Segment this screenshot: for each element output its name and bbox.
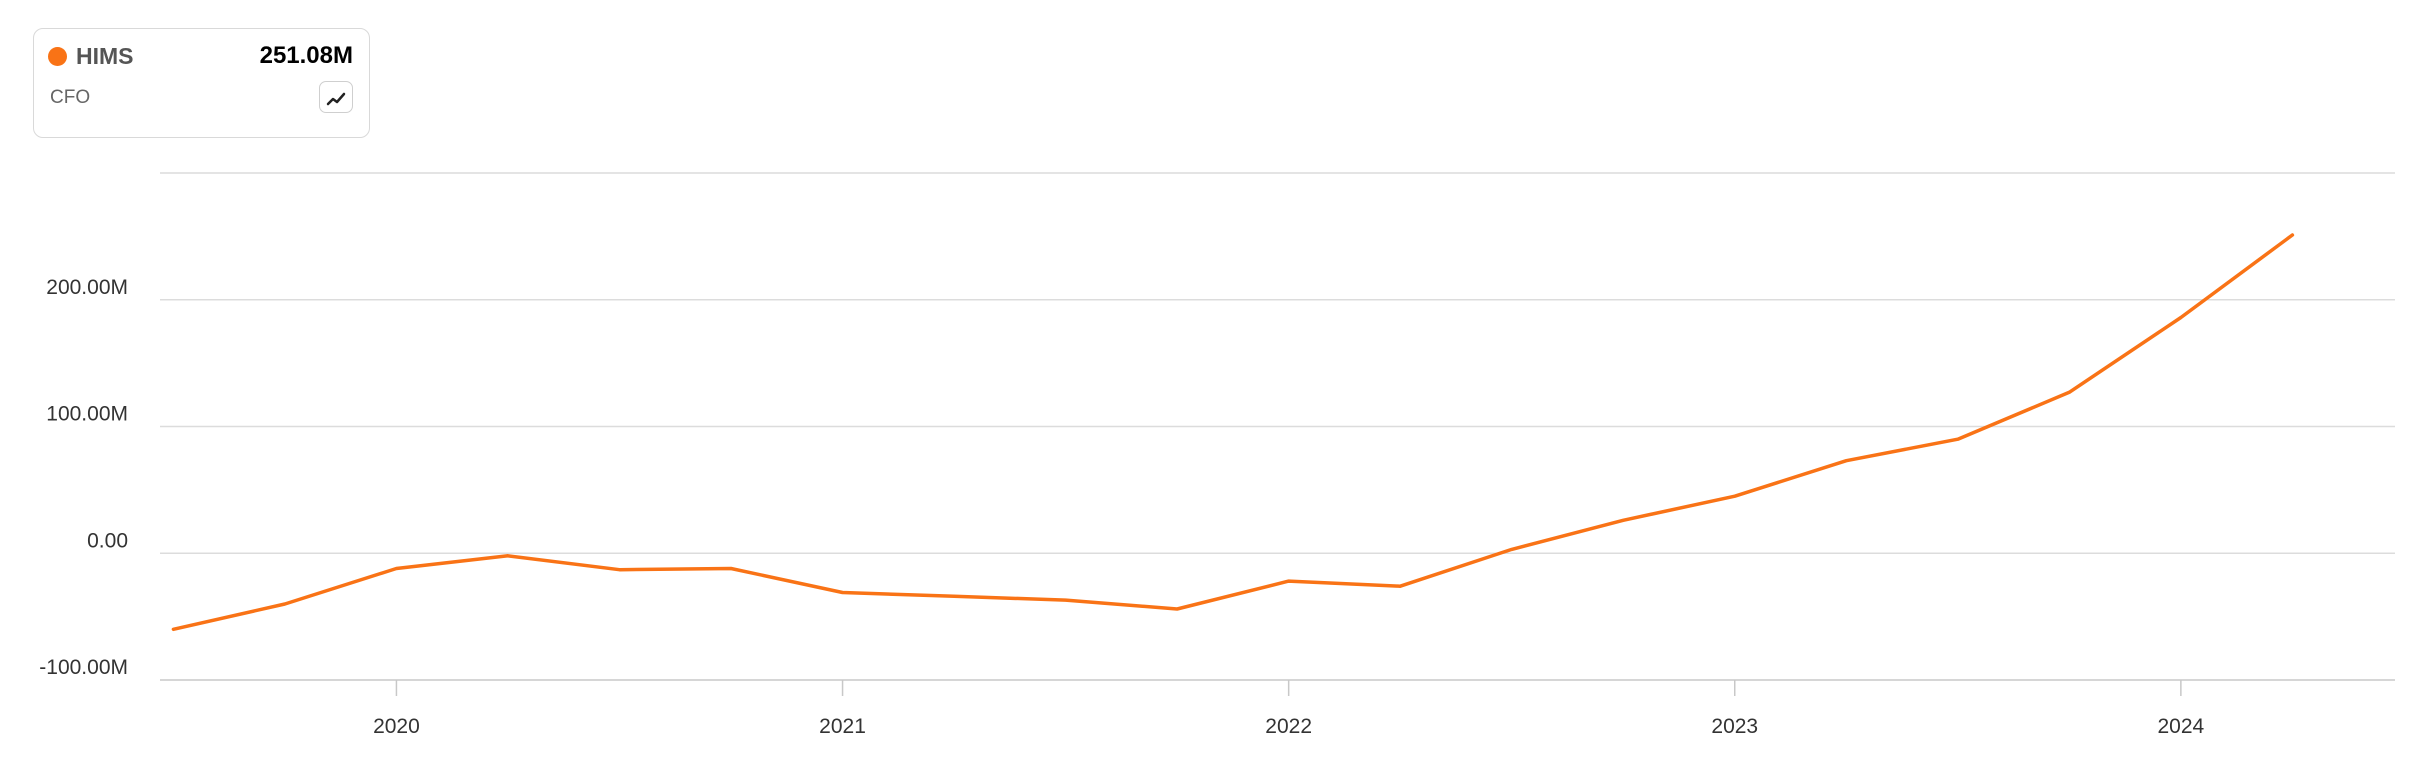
x-tick-label: 2020 — [373, 715, 420, 738]
legend-ticker: HIMS — [76, 43, 134, 69]
data-point[interactable] — [1393, 579, 1407, 593]
x-tick-label: 2021 — [819, 715, 866, 738]
y-tick-label: -100.00M — [39, 656, 128, 679]
x-axis: 2020 2021 2022 2023 2024 — [373, 680, 2205, 738]
data-point[interactable] — [1839, 454, 1853, 468]
x-tick-label: 2023 — [1711, 715, 1758, 738]
y-tick-label: 100.00M — [46, 403, 128, 426]
data-point[interactable] — [278, 597, 292, 611]
data-point[interactable] — [947, 589, 961, 603]
line-chart-icon — [326, 92, 346, 106]
chart-type-toggle-button[interactable] — [319, 81, 353, 113]
legend-value: 251.08M — [259, 42, 353, 69]
x-tick-label: 2024 — [2158, 715, 2205, 738]
series-layer — [166, 228, 2299, 636]
series-color-dot — [48, 47, 67, 66]
legend-metric: CFO — [50, 87, 91, 108]
data-point[interactable] — [1282, 574, 1296, 588]
data-point[interactable] — [501, 549, 515, 563]
y-tick-label: 0.00 — [87, 529, 128, 552]
data-point[interactable] — [389, 561, 403, 575]
data-point[interactable] — [836, 586, 850, 600]
data-point[interactable] — [2285, 228, 2299, 242]
data-point[interactable] — [1059, 593, 1073, 607]
data-point[interactable] — [2062, 385, 2076, 399]
data-point[interactable] — [1728, 489, 1742, 503]
data-point[interactable] — [1616, 513, 1630, 527]
data-point[interactable] — [166, 622, 180, 636]
data-point[interactable] — [1951, 432, 1965, 446]
data-point[interactable] — [1505, 542, 1519, 556]
data-point[interactable] — [612, 563, 626, 577]
y-tick-label: 200.00M — [46, 276, 128, 299]
x-tick-label: 2022 — [1265, 715, 1312, 738]
y-axis: -100.00M 0.00 100.00M 200.00M — [39, 276, 128, 679]
data-point[interactable] — [724, 561, 738, 575]
data-point[interactable] — [2174, 310, 2188, 324]
data-point[interactable] — [1170, 602, 1184, 616]
grid-lines — [160, 172, 2395, 681]
legend-card: HIMS 251.08M CFO — [33, 28, 370, 138]
series-line — [171, 233, 2295, 632]
